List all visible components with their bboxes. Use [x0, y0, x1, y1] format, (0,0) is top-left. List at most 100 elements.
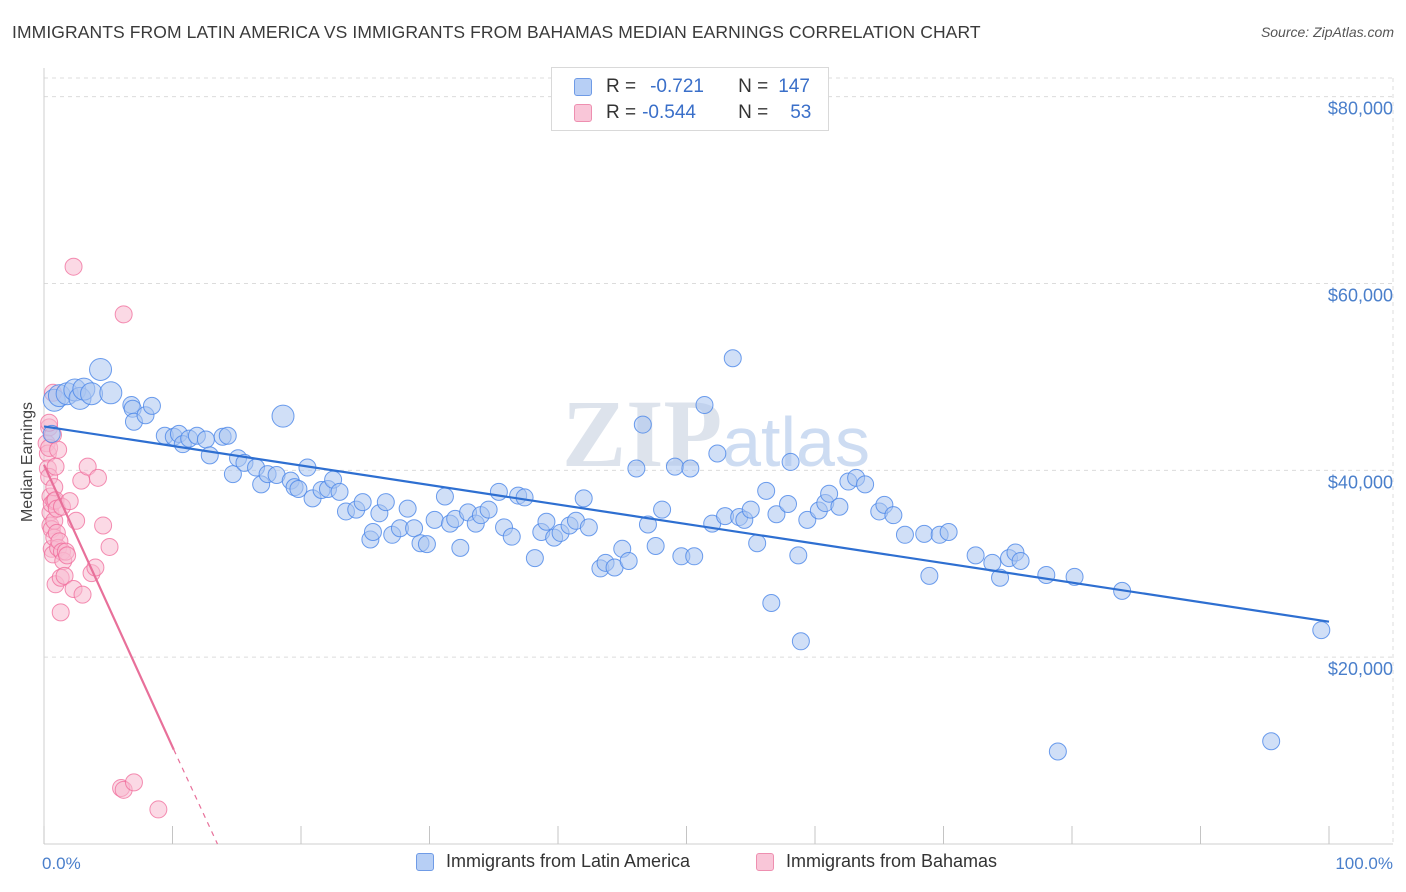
data-point-latin-america — [579, 518, 598, 537]
r-value: -0.721 — [650, 76, 704, 97]
data-point-latin-america — [353, 493, 372, 512]
data-point-latin-america — [779, 494, 798, 513]
data-point-latin-america — [884, 506, 903, 525]
data-point-latin-america — [895, 525, 914, 544]
trend-line-bahamas — [42, 464, 175, 751]
legend-label: Immigrants from Bahamas — [786, 851, 998, 871]
chart-source: Source: ZipAtlas.com — [1260, 24, 1394, 40]
data-point-bahamas — [94, 516, 113, 535]
data-point-latin-america — [142, 396, 161, 415]
bahamas-swatch — [574, 104, 592, 122]
data-point-latin-america — [708, 444, 727, 463]
bahamas-swatch — [756, 852, 774, 871]
data-point-latin-america — [99, 381, 123, 405]
watermark: ZIPatlas — [562, 380, 870, 487]
data-point-latin-america — [525, 549, 544, 568]
trend-line-bahamas-extension — [173, 749, 219, 845]
data-point-latin-america — [218, 426, 237, 445]
data-point-latin-america — [791, 632, 810, 651]
data-point-latin-america — [1312, 621, 1331, 640]
data-point-latin-america — [1048, 742, 1067, 761]
y-tick-label: $40,000 — [1328, 472, 1393, 492]
legend-row-bahamas: R = -0.544 N = 53 — [552, 100, 811, 126]
data-point-bahamas — [55, 566, 74, 585]
data-point-latin-america — [830, 497, 849, 516]
data-point-latin-america — [435, 487, 454, 506]
trend-lines — [42, 425, 1330, 845]
data-point-latin-america — [417, 535, 436, 554]
y-tick-label: $60,000 — [1328, 286, 1393, 306]
data-point-latin-america — [425, 510, 444, 529]
latin-america-swatch — [574, 78, 592, 96]
x-tick-label: 0.0% — [42, 854, 81, 873]
data-point-bahamas — [149, 800, 168, 819]
r-label: R = — [606, 76, 637, 97]
data-point-latin-america — [363, 522, 382, 541]
series-legend: Immigrants from Latin America Immigrants… — [0, 851, 1406, 879]
data-point-latin-america — [537, 512, 556, 531]
data-point-latin-america — [479, 500, 498, 519]
x-tick-label: 100.0% — [1335, 854, 1393, 873]
n-label: N = — [738, 102, 769, 123]
data-point-latin-america — [330, 482, 349, 501]
data-point-latin-america — [762, 593, 781, 612]
data-point-bahamas — [114, 305, 133, 324]
data-point-bahamas — [86, 558, 105, 577]
data-point-latin-america — [991, 568, 1010, 587]
data-point-latin-america — [633, 415, 652, 434]
data-point-latin-america — [638, 515, 657, 534]
data-point-latin-america — [574, 489, 593, 508]
data-point-latin-america — [767, 505, 786, 524]
data-point-latin-america — [80, 382, 104, 406]
data-point-latin-america — [757, 481, 776, 500]
data-point-latin-america — [502, 527, 521, 546]
data-point-latin-america — [405, 519, 424, 538]
data-point-latin-america — [820, 484, 839, 503]
data-point-bahamas — [73, 585, 92, 604]
data-point-latin-america — [1011, 551, 1030, 570]
data-point-latin-america — [653, 500, 672, 519]
data-point-bahamas — [49, 440, 68, 459]
latin-america-swatch — [416, 852, 434, 871]
data-point-bahamas — [100, 537, 119, 556]
data-point-latin-america — [695, 395, 714, 414]
data-point-latin-america — [376, 493, 395, 512]
tick-labels: $20,000 $40,000 $60,000 $80,000 0.0% 100.0% — [42, 99, 1393, 873]
bahamas-points — [37, 257, 168, 819]
data-point-latin-america — [723, 349, 742, 368]
data-point-latin-america — [1065, 567, 1084, 586]
data-point-latin-america — [1037, 565, 1056, 584]
data-point-latin-america — [619, 551, 638, 570]
trend-line-latin-america — [43, 425, 1330, 623]
n-label: N = — [738, 76, 769, 97]
data-point-bahamas — [78, 457, 97, 476]
data-point-latin-america — [665, 457, 684, 476]
data-point-latin-america — [856, 475, 875, 494]
latin-america-points — [42, 349, 1331, 761]
legend-item-bahamas: Immigrants from Bahamas — [756, 851, 997, 872]
data-point-bahamas — [88, 468, 107, 487]
legend-row-latin-america: R = -0.721 N = 147 — [552, 74, 810, 100]
data-point-latin-america — [271, 404, 295, 428]
data-point-latin-america — [1262, 732, 1281, 751]
data-point-bahamas — [124, 773, 143, 792]
y-tick-label: $80,000 — [1328, 99, 1393, 119]
data-point-latin-america — [489, 482, 508, 501]
data-point-latin-america — [200, 446, 219, 465]
data-point-latin-america — [289, 480, 308, 499]
data-point-latin-america — [196, 430, 215, 449]
y-tick-label: $20,000 — [1328, 659, 1393, 679]
watermark-atlas: atlas — [722, 403, 870, 481]
data-point-latin-america — [646, 537, 665, 556]
r-value: -0.544 — [642, 102, 696, 123]
data-point-latin-america — [966, 546, 985, 565]
data-point-bahamas — [51, 603, 70, 622]
data-point-latin-america — [515, 488, 534, 507]
data-point-latin-america — [681, 459, 700, 478]
data-point-bahamas — [46, 457, 65, 476]
data-point-latin-america — [685, 547, 704, 566]
data-point-latin-america — [42, 424, 61, 443]
data-point-latin-america — [920, 566, 939, 585]
data-point-bahamas — [58, 546, 77, 565]
